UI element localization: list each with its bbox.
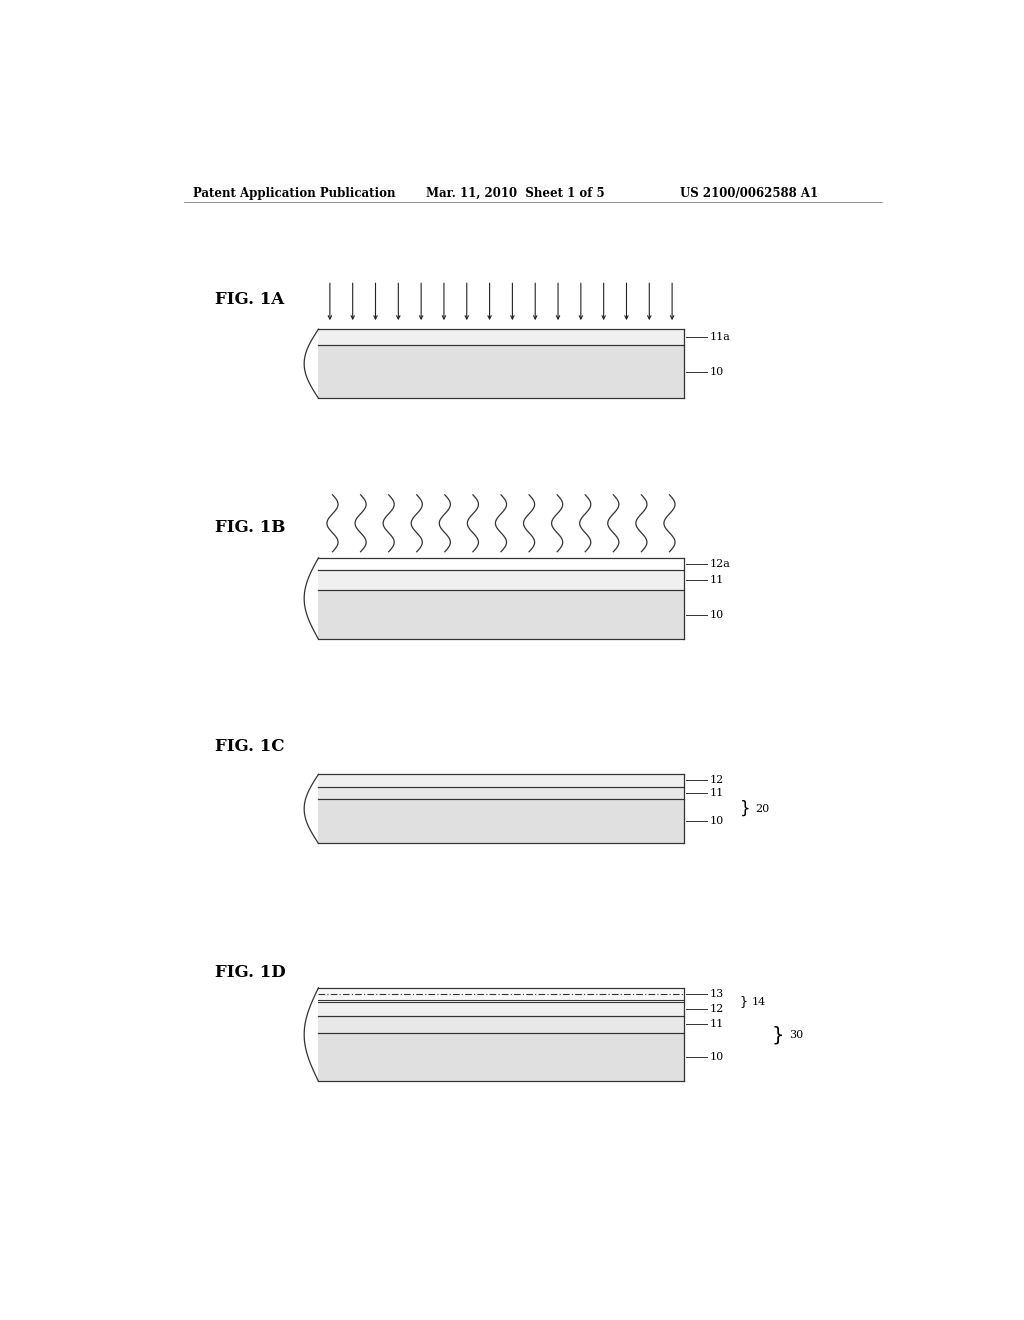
Bar: [318, 775, 684, 787]
Bar: [318, 590, 684, 639]
Text: }: }: [740, 800, 751, 818]
Bar: [318, 987, 684, 1001]
Text: 10: 10: [710, 816, 724, 826]
Text: US 2100/0062588 A1: US 2100/0062588 A1: [680, 187, 818, 199]
Text: Mar. 11, 2010  Sheet 1 of 5: Mar. 11, 2010 Sheet 1 of 5: [426, 187, 604, 199]
Text: 10: 10: [710, 367, 724, 376]
Bar: [318, 787, 684, 799]
Text: Patent Application Publication: Patent Application Publication: [194, 187, 395, 199]
Text: FIG. 1B: FIG. 1B: [215, 519, 286, 536]
Bar: [318, 570, 684, 590]
Text: FIG. 1C: FIG. 1C: [215, 738, 285, 755]
Text: 30: 30: [790, 1030, 803, 1040]
Text: FIG. 1D: FIG. 1D: [215, 965, 286, 981]
Bar: [318, 558, 684, 570]
Text: 10: 10: [710, 610, 724, 620]
Bar: [318, 1002, 684, 1016]
Bar: [318, 799, 684, 843]
Text: }: }: [772, 1026, 784, 1044]
Text: 11: 11: [710, 576, 724, 585]
Bar: [318, 346, 684, 399]
Text: FIG. 1A: FIG. 1A: [215, 290, 285, 308]
Text: 12: 12: [710, 775, 724, 785]
Text: }: }: [740, 995, 748, 1008]
Bar: [318, 1032, 684, 1081]
Bar: [318, 1016, 684, 1032]
Text: 11: 11: [710, 1019, 724, 1030]
Text: 10: 10: [710, 1052, 724, 1061]
Text: 14: 14: [752, 997, 766, 1007]
Text: 12a: 12a: [710, 558, 730, 569]
Text: 20: 20: [756, 804, 770, 814]
Text: 12: 12: [710, 1005, 724, 1014]
Text: 11a: 11a: [710, 333, 730, 342]
Text: 13: 13: [710, 989, 724, 999]
Bar: [318, 329, 684, 346]
Text: 11: 11: [710, 788, 724, 797]
